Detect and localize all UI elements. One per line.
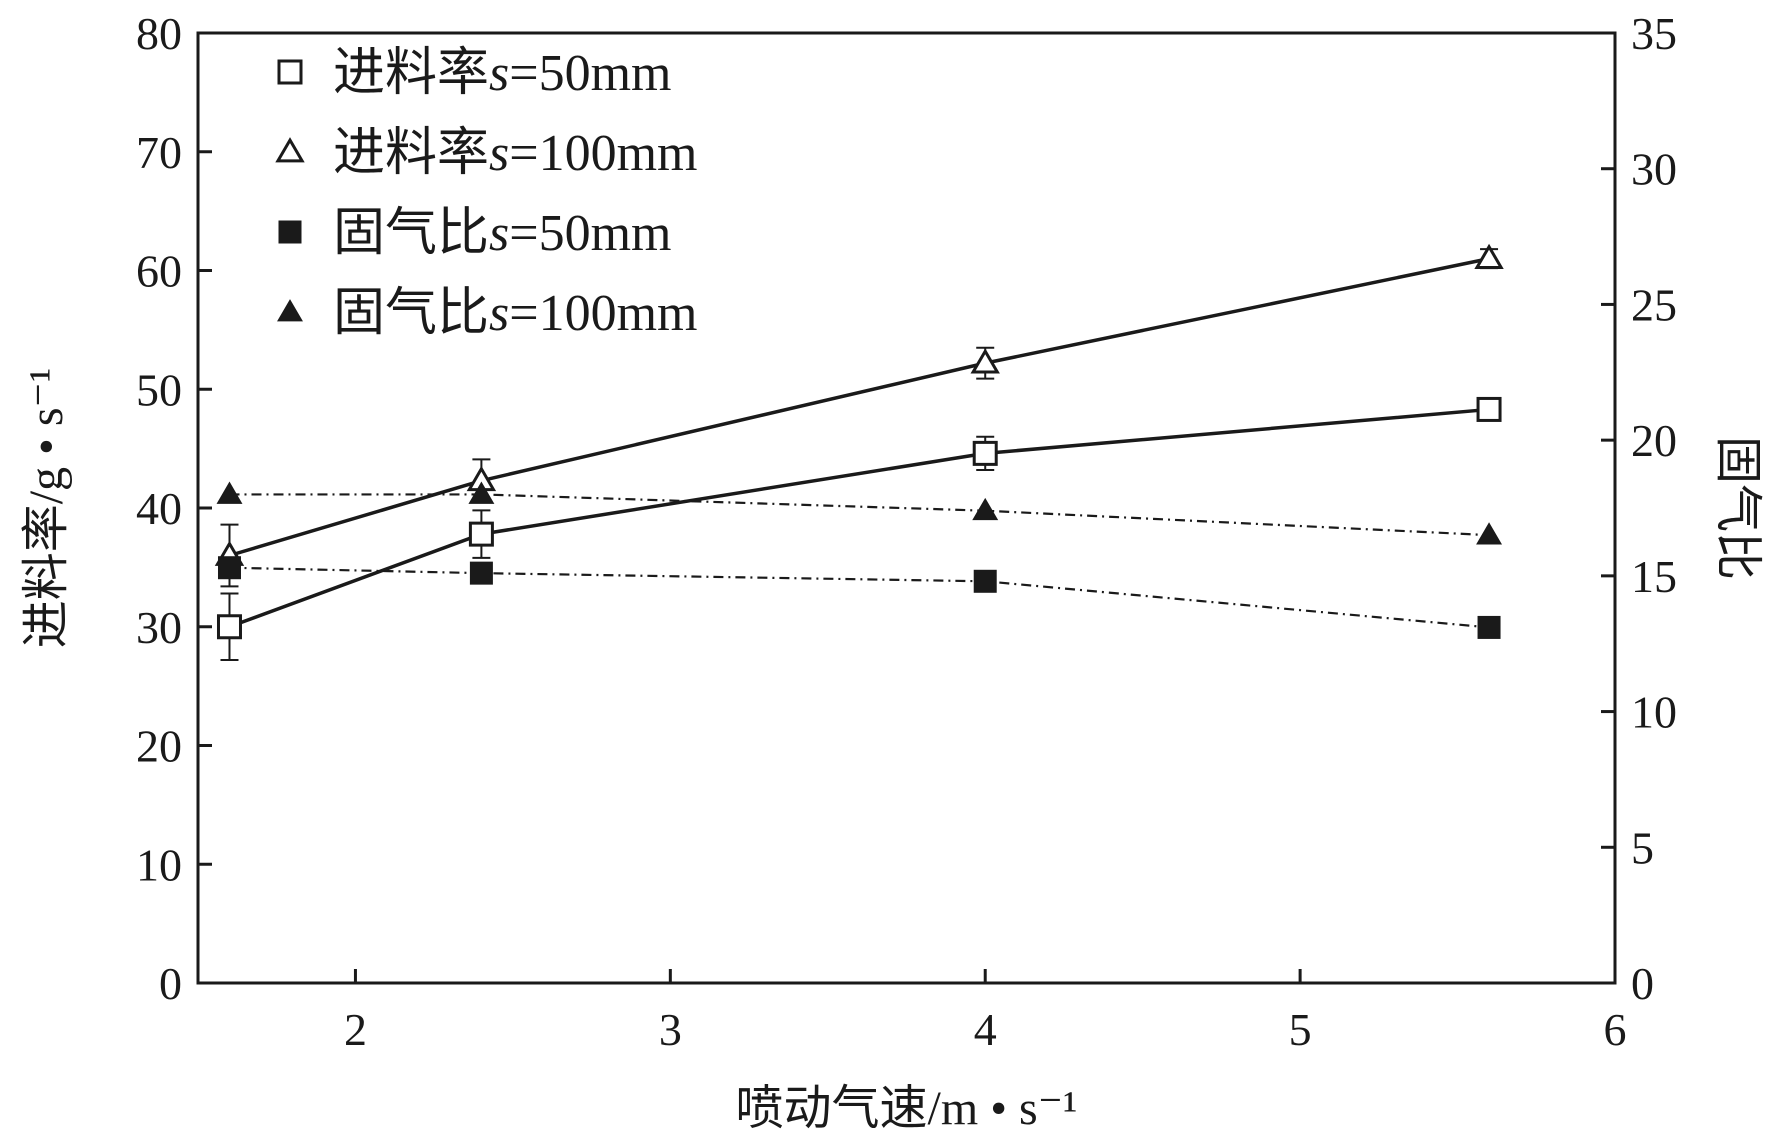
y-left-tick-label: 70: [136, 127, 182, 178]
series-layer: [214, 243, 1504, 661]
x-tick-label: 3: [659, 1004, 682, 1055]
legend-label: 固气比s=100mm: [333, 285, 698, 342]
y-right-tick-label: 15: [1631, 551, 1677, 602]
data-point-triangle-filled: [216, 481, 243, 504]
y-left-tick-label: 0: [159, 958, 182, 1009]
data-point-triangle-open: [1474, 243, 1504, 270]
y-right-axis-title: 固气比: [1711, 436, 1764, 580]
legend-label-symbol: s: [489, 205, 509, 262]
legend-label-symbol: s: [489, 45, 509, 102]
legend-label-prefix: 固气比: [333, 285, 489, 342]
data-point-triangle-open: [970, 348, 1000, 374]
legend-label-suffix: =100mm: [509, 125, 697, 182]
data-point-square-filled: [469, 561, 493, 585]
data-point-triangle-filled: [972, 497, 999, 521]
y-right-tick-label: 20: [1631, 415, 1677, 466]
data-point-triangle-filled: [468, 481, 495, 504]
legend-label-symbol: s: [489, 125, 509, 182]
legend-label-prefix: 进料率: [333, 45, 489, 102]
series-line: [228, 256, 1490, 558]
axes-layer: 2 3 4 5 60102030405060708005101520253035喷动气速…: [20, 8, 1764, 1135]
legend-item: 固气比s=50mm: [278, 205, 672, 262]
data-point-square-filled: [973, 569, 997, 593]
legend-item: 固气比s=100mm: [277, 285, 698, 342]
y-right-tick-label: 35: [1631, 8, 1677, 59]
x-tick-label: 2: [344, 1004, 367, 1055]
data-point-square-open: [1476, 396, 1502, 422]
y-left-tick-label: 30: [136, 602, 182, 653]
legend-label-suffix: =50mm: [509, 205, 671, 262]
data-point-triangle-filled: [277, 299, 303, 322]
y-left-tick-label: 80: [136, 8, 182, 59]
data-point-triangle-filled: [1476, 522, 1503, 545]
series-line: [229, 566, 1490, 629]
legend-label-suffix: =100mm: [509, 285, 697, 342]
data-point-square-open: [468, 521, 494, 547]
y-right-tick-label: 5: [1631, 822, 1654, 873]
data-point-triangle-open: [275, 137, 305, 163]
data-point-square-open: [277, 59, 303, 85]
data-point-square-open: [972, 440, 998, 466]
legend-label: 进料率s=100mm: [333, 125, 698, 182]
data-point-square-open: [216, 614, 242, 640]
y-right-tick-label: 10: [1631, 687, 1677, 738]
y-left-tick-label: 20: [136, 721, 182, 772]
legend-label: 进料率s=50mm: [333, 45, 672, 102]
legend-label-prefix: 固气比: [333, 205, 489, 262]
x-tick-label: 6: [1604, 1004, 1627, 1055]
series-4: [216, 481, 1503, 545]
series-line: [229, 493, 1490, 537]
y-left-tick-label: 10: [136, 839, 182, 890]
series-3: [217, 556, 1501, 639]
series-line: [228, 407, 1490, 629]
x-tick-label: 4: [974, 1004, 997, 1055]
legend-item: 进料率s=100mm: [275, 125, 698, 182]
y-left-tick-label: 60: [136, 246, 182, 297]
y-left-axis-title: 进料率/g • s⁻¹: [20, 368, 73, 649]
y-right-tick-label: 30: [1631, 144, 1677, 195]
data-point-square-filled: [278, 220, 302, 244]
legend-label-symbol: s: [489, 285, 509, 342]
legend-label-suffix: =50mm: [509, 45, 671, 102]
y-left-tick-label: 40: [136, 483, 182, 534]
data-point-square-filled: [1477, 615, 1501, 639]
legend-label-prefix: 进料率: [333, 125, 489, 182]
legend-label: 固气比s=50mm: [333, 205, 672, 262]
data-point-square-filled: [217, 556, 241, 580]
series-1: [216, 396, 1502, 661]
y-right-tick-label: 25: [1631, 279, 1677, 330]
x-tick-label: 5: [1289, 1004, 1312, 1055]
y-left-tick-label: 50: [136, 364, 182, 415]
y-right-tick-label: 0: [1631, 958, 1654, 1009]
x-axis-title: 喷动气速/m • s⁻¹: [736, 1082, 1078, 1135]
legend-item: 进料率s=50mm: [277, 45, 672, 102]
